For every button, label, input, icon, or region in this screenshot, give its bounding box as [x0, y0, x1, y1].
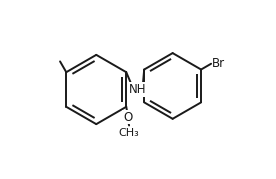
Text: NH: NH — [129, 83, 147, 96]
Text: CH₃: CH₃ — [119, 128, 139, 138]
Text: O: O — [123, 111, 132, 124]
Text: Br: Br — [212, 57, 225, 70]
